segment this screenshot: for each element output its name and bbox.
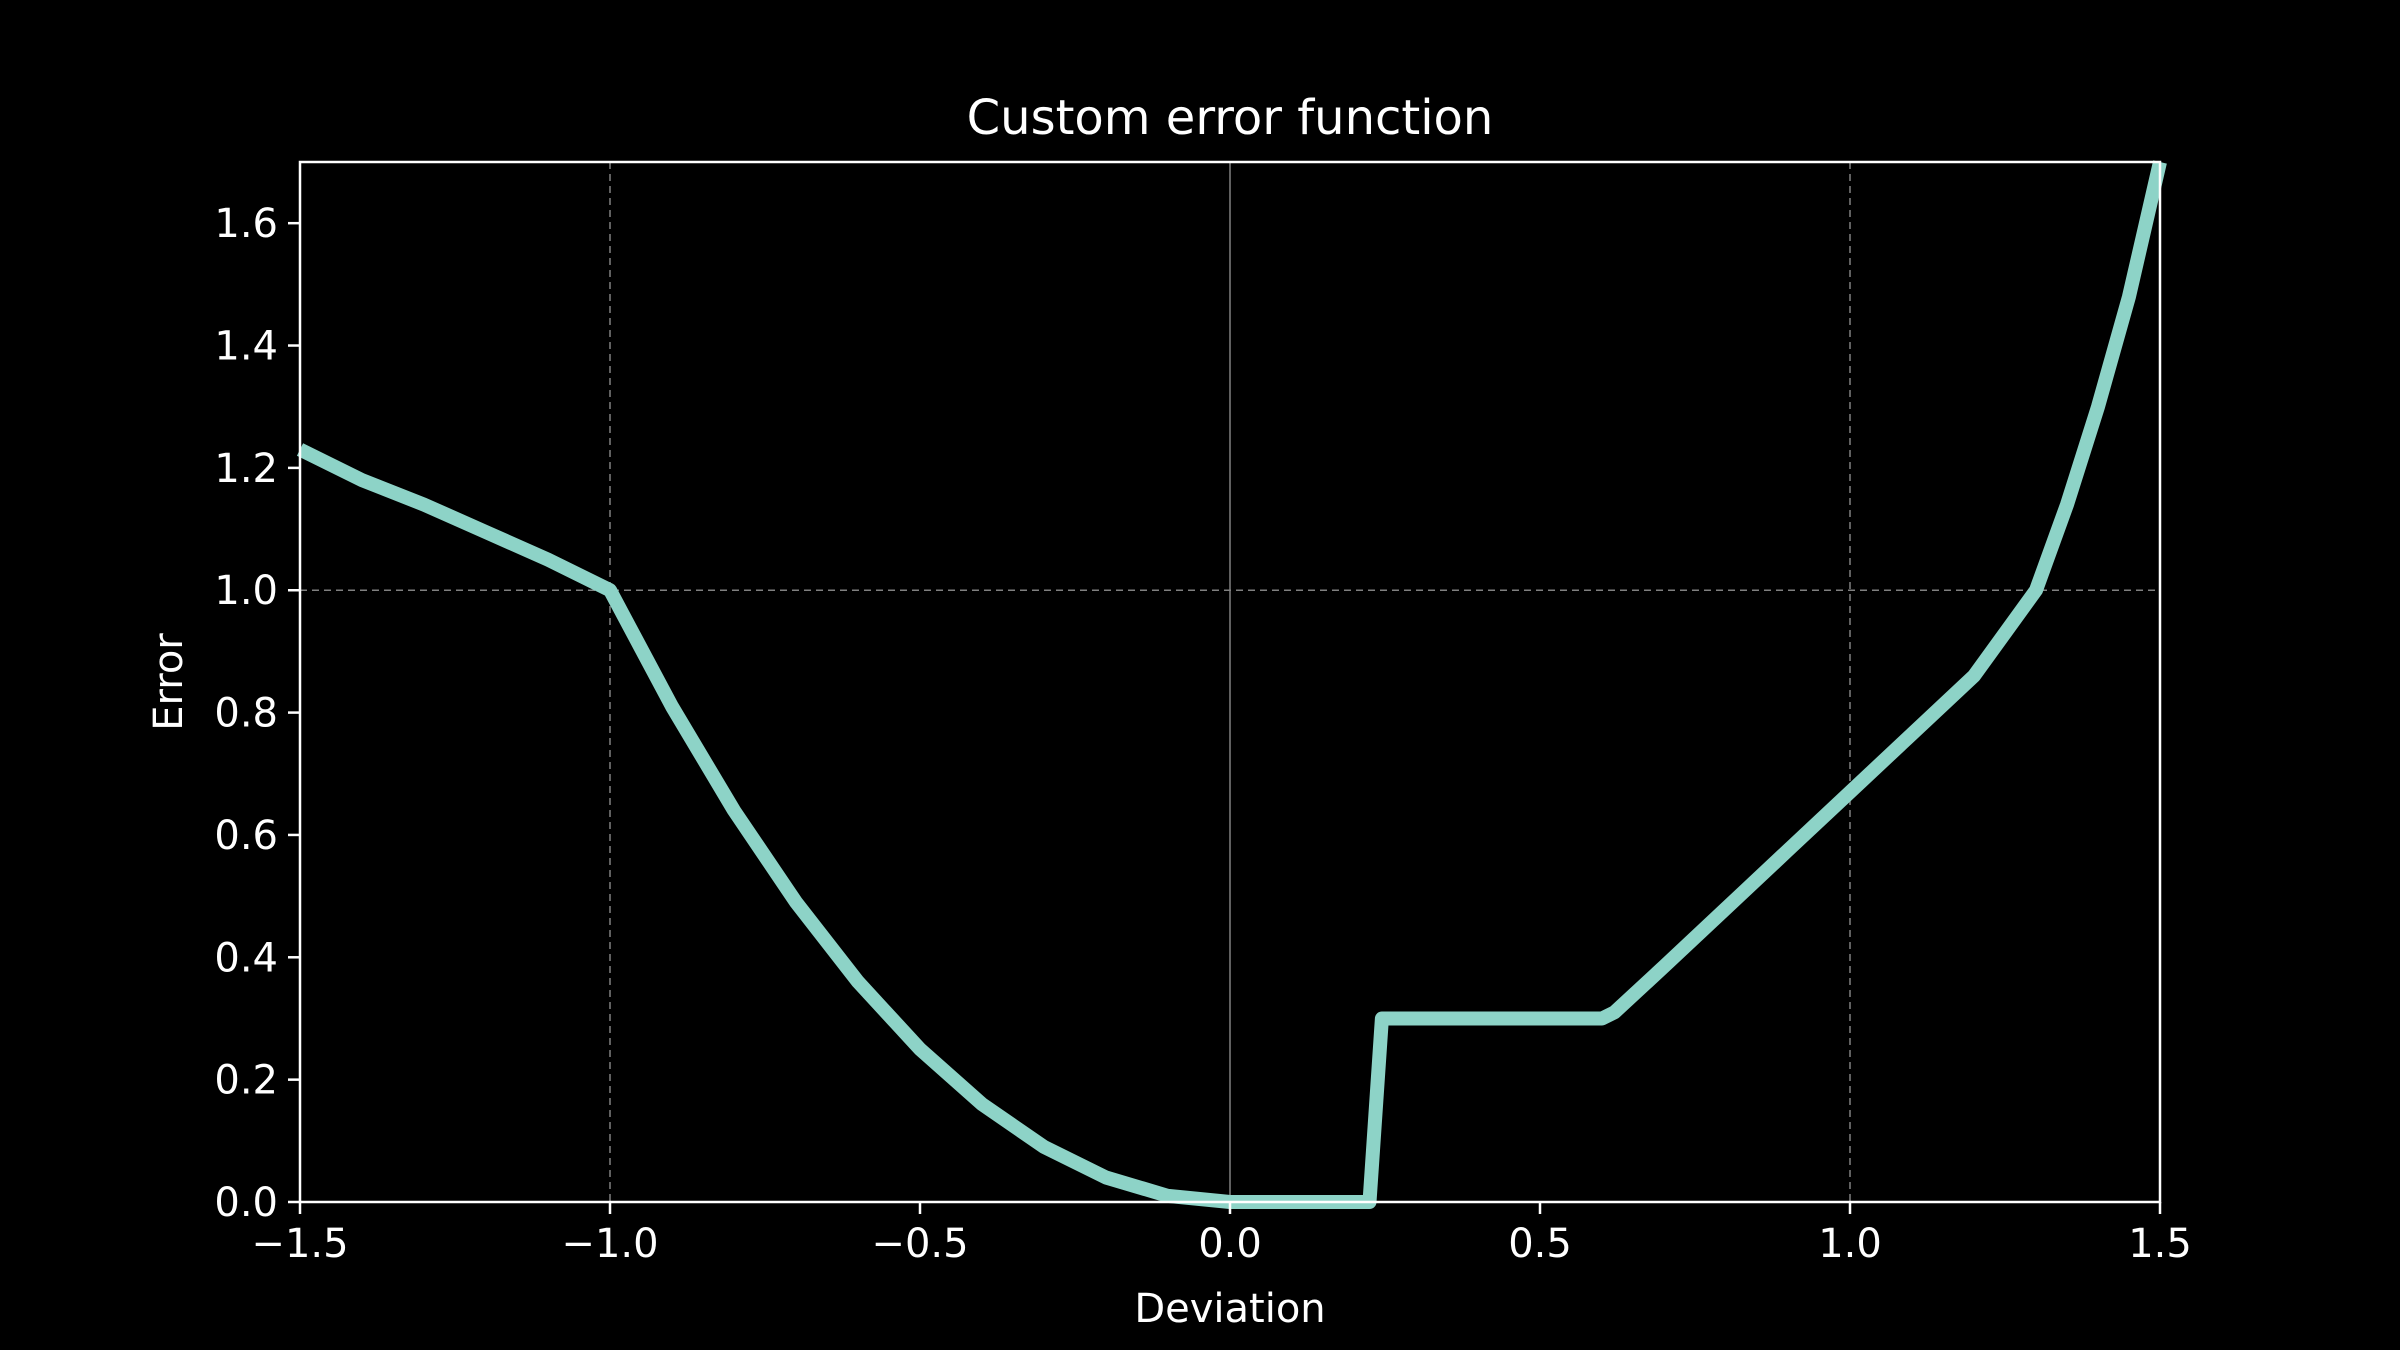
y-tick-label: 1.0	[214, 568, 278, 614]
y-tick-label: 1.6	[214, 201, 278, 247]
y-tick-label: 0.8	[214, 691, 278, 737]
x-tick-label: 0.0	[1198, 1221, 1262, 1267]
grid-lines	[300, 162, 2160, 1202]
x-axis-label: Deviation	[1134, 1286, 1325, 1332]
y-tick-label: 1.4	[214, 324, 278, 370]
chart-title: Custom error function	[967, 90, 1494, 146]
x-tick-label: −1.0	[561, 1221, 658, 1267]
x-tick-label: −1.5	[251, 1221, 348, 1267]
x-tick-label: 1.0	[1818, 1221, 1882, 1267]
y-tick-label: 0.0	[214, 1180, 278, 1226]
y-axis-ticks: 0.0 0.2 0.4 0.6 0.8 1.0 1.2 1.4 1.6	[214, 201, 300, 1226]
y-tick-label: 0.4	[214, 935, 278, 981]
x-tick-label: −0.5	[871, 1221, 968, 1267]
x-axis-ticks: −1.5 −1.0 −0.5 0.0 0.5 1.0 1.5	[251, 1202, 2192, 1267]
y-tick-label: 0.6	[214, 813, 278, 859]
y-axis-label: Error	[146, 633, 192, 731]
y-tick-label: 0.2	[214, 1058, 278, 1104]
y-tick-label: 1.2	[214, 446, 278, 492]
x-tick-label: 0.5	[1508, 1221, 1572, 1267]
x-tick-label: 1.5	[2128, 1221, 2192, 1267]
